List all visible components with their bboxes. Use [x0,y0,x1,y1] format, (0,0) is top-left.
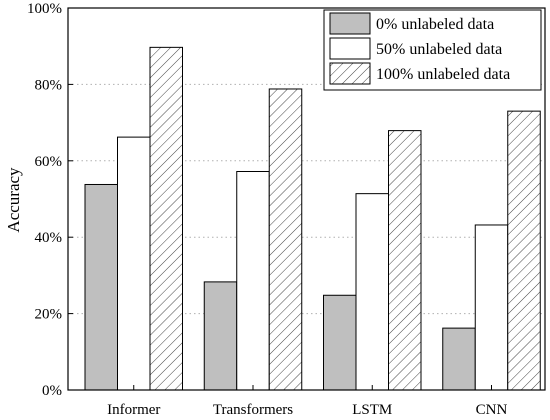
y-tick-label: 80% [35,77,63,93]
y-tick-label: 100% [27,1,62,17]
bars [84,46,541,391]
bar-lstm-series-2 [355,193,389,391]
x-tick-label: LSTM [352,402,392,418]
y-tick-label: 20% [35,307,63,323]
tick-labels: 0% 20% 40% 60% 80% 100% Informer Transformers LS… [27,1,508,418]
legend-label: 50% unlabeled data [376,41,502,58]
x-tick-label: Informer [107,402,160,418]
legend-label: 100% unlabeled data [376,66,510,83]
y-axis-title: Accuracy [4,167,23,233]
bar-lstm-series-1 [323,294,357,391]
bar-cnn-series-2 [474,224,509,391]
legend: 0% unlabeled data 50% unlabeled data 100% … [323,9,542,91]
x-tick-label: Transformers [213,402,293,418]
y-tick-label: 0% [42,383,62,399]
legend-swatch [329,12,371,35]
bar-transformers-series-2 [236,170,270,391]
bar-informer-series-3 [149,46,183,391]
legend-swatch [329,37,371,60]
bar-transformers-series-1 [203,281,238,391]
bar-lstm-series-3 [388,130,422,391]
plot-frame [67,7,546,391]
x-tick-label: CNN [476,402,508,418]
bar-informer-series-1 [84,183,118,391]
bar-cnn-series-3 [507,110,541,391]
bar-cnn-series-1 [442,327,476,391]
legend-label: 0% unlabeled data [376,16,494,33]
bar-informer-series-2 [117,136,151,391]
bar-transformers-series-3 [268,88,303,391]
axes [67,7,546,391]
grid-lines [68,83,545,315]
y-tick-label: 60% [35,154,63,170]
y-tick-label: 40% [35,230,63,246]
legend-swatch [329,62,371,85]
